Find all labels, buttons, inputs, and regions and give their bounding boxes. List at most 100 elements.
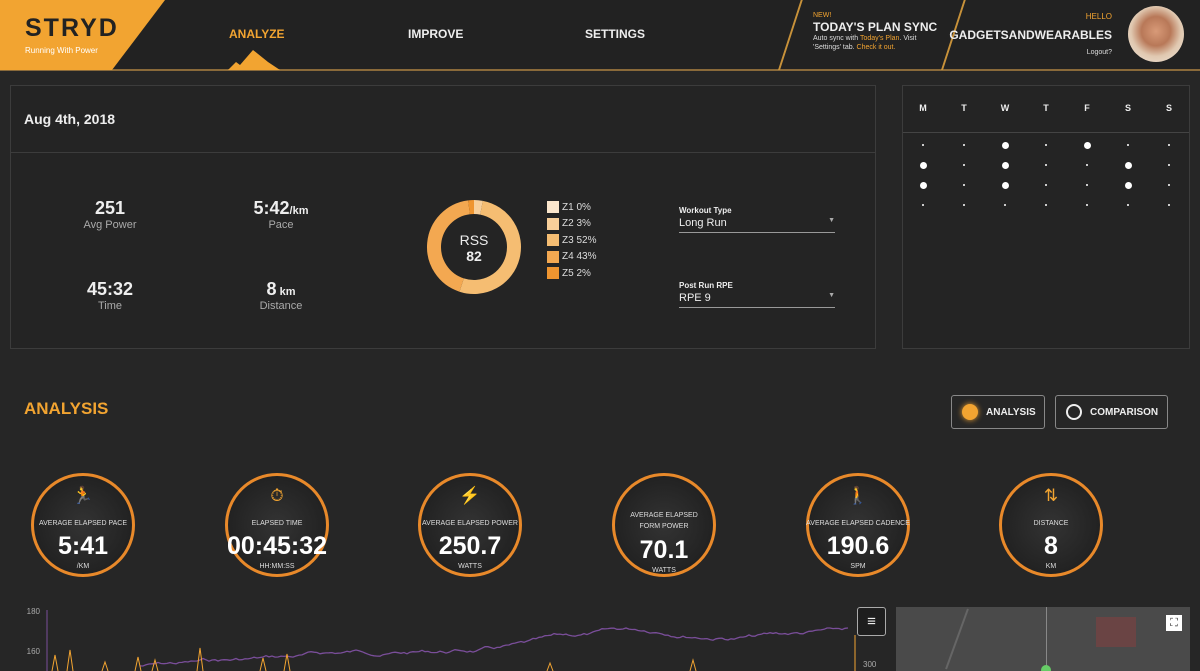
calendar-weeks [903, 133, 1189, 217]
zone-swatch [547, 250, 559, 263]
metric-circle: 🏃 AVERAGE ELAPSED PACE 5:41/KM [31, 473, 135, 577]
stat-value: 45:32 [86, 279, 134, 299]
zone-label: Z1 0% [562, 201, 591, 213]
lightning-icon: ⚡ [459, 486, 481, 505]
post-run-rpe-field[interactable]: Post Run RPE RPE 9 ▼ [679, 281, 835, 308]
calendar-empty-dot [1036, 175, 1056, 195]
zone-legend-item: Z4 43% [547, 249, 596, 266]
calendar-week-row [913, 155, 1179, 175]
analysis-toggle-label: ANALYSIS [986, 406, 1036, 418]
calendar-empty-dot [1159, 175, 1179, 195]
route-map[interactable]: ⛶ [896, 607, 1190, 671]
chart-menu-button[interactable]: ≡ [857, 607, 886, 636]
y-right-tick-label: 300 [863, 660, 877, 669]
calendar-empty-dot [1077, 155, 1097, 175]
rss-center: RSS 82 [436, 232, 512, 264]
nav-settings[interactable]: SETTINGS [585, 27, 646, 41]
zone-swatch [547, 201, 559, 214]
weekday-label: S [1124, 103, 1131, 113]
calendar-empty-dot [1118, 135, 1138, 155]
nav-analyze[interactable]: ANALYZE [229, 27, 285, 41]
calendar-run-dot[interactable] [1118, 175, 1138, 195]
calendar-empty-dot [1077, 175, 1097, 195]
calendar-empty-dot [954, 135, 974, 155]
workout-type-field[interactable]: Workout Type Long Run ▼ [679, 206, 835, 233]
power-spike [66, 649, 74, 671]
metric-unit: SPM [850, 563, 866, 570]
metric-unit: WATTS [458, 563, 482, 570]
calendar-empty-dot [995, 195, 1015, 215]
calendar-run-dot[interactable] [1118, 155, 1138, 175]
weekday-label: W [1000, 103, 1010, 113]
rss-label: RSS [459, 232, 489, 248]
run-icon: 🏃 [72, 486, 94, 505]
check-it-out-link[interactable]: Check it out. [856, 44, 896, 51]
username: GADGETSANDWEARABLES [949, 28, 1112, 42]
calendar-run-dot[interactable] [995, 175, 1015, 195]
power-spike [101, 660, 109, 671]
metric-value: 8 [1044, 532, 1058, 560]
distance-icon: ⇅ [1043, 486, 1059, 505]
rss-zone-donut [427, 200, 521, 294]
weekday-label: S [1165, 103, 1172, 113]
calendar-empty-dot [1036, 135, 1056, 155]
calendar-empty-dot [913, 195, 933, 215]
nav-improve[interactable]: IMPROVE [408, 27, 464, 41]
calendar-empty-dot [1159, 155, 1179, 175]
workout-type-value: Long Run [679, 217, 727, 229]
weekday-label: T [1043, 103, 1049, 113]
fullscreen-icon[interactable]: ⛶ [1166, 615, 1182, 631]
metric-circle: 🚶 AVERAGE ELAPSED CADENCE 190.6 SPM [806, 473, 910, 577]
power-spike [689, 658, 697, 671]
promo-text-1: Auto sync with [813, 35, 860, 42]
user-avatar[interactable] [1128, 6, 1184, 62]
analysis-toggle[interactable]: ANALYSIS [951, 395, 1045, 429]
todays-plan-link[interactable]: Today's Plan [859, 35, 900, 42]
rpe-label: Post Run RPE [679, 281, 733, 290]
power-spike [283, 653, 291, 671]
metric-circle: ⇅ DISTANCE 8 KM [999, 473, 1103, 577]
stat-unit: /km [289, 205, 309, 217]
calendar-empty-dot [1118, 195, 1138, 215]
active-tab-mountain-icon [228, 50, 280, 70]
zone-legend-item: Z3 52% [547, 232, 596, 249]
stopwatch-icon: ⏱ [270, 486, 284, 505]
zone-swatch [547, 217, 559, 230]
logout-link[interactable]: Logout? [1086, 49, 1112, 56]
calendar-run-dot[interactable] [995, 135, 1015, 155]
metric-unit: /KM [76, 563, 90, 570]
calendar-empty-dot [1159, 195, 1179, 215]
power-spike [196, 647, 204, 671]
metric-label: AVERAGE ELAPSED POWER [422, 520, 518, 527]
weekday-label: T [961, 103, 967, 113]
stat-label: Pace [268, 219, 294, 231]
stryd-logo[interactable]: STRYD [25, 14, 119, 42]
cadence-line [139, 627, 849, 667]
calendar-run-dot[interactable] [995, 155, 1015, 175]
stat-value: 5:42 [253, 198, 290, 218]
workout-type-label: Workout Type [679, 206, 732, 215]
weekday-label: F [1084, 103, 1090, 113]
calendar-run-dot[interactable] [913, 175, 933, 195]
weekday-label: M [919, 103, 927, 113]
tagline: Running With Power [25, 46, 98, 55]
rss-value: 82 [466, 248, 482, 264]
metric-unit: HH:MM:SS [259, 563, 295, 570]
zone-label: Z5 2% [562, 267, 591, 279]
metric-circle: ⏱ ELAPSED TIME 00:45:32 HH:MM:SS [225, 473, 329, 577]
calendar-week-row [913, 195, 1179, 215]
calendar-run-dot[interactable] [913, 155, 933, 175]
metric-label: ELAPSED TIME [251, 520, 303, 527]
y-tick-label: 180 [27, 607, 41, 616]
calendar-empty-dot [954, 175, 974, 195]
power-spike [51, 654, 59, 671]
zone-swatch [547, 267, 559, 280]
calendar-week-row [913, 175, 1179, 195]
calendar-run-dot[interactable] [1077, 135, 1097, 155]
run-date: Aug 4th, 2018 [11, 86, 875, 153]
comparison-toggle[interactable]: COMPARISON [1055, 395, 1168, 429]
zone-label: Z3 52% [562, 234, 597, 246]
metric-value: 190.6 [826, 532, 890, 560]
